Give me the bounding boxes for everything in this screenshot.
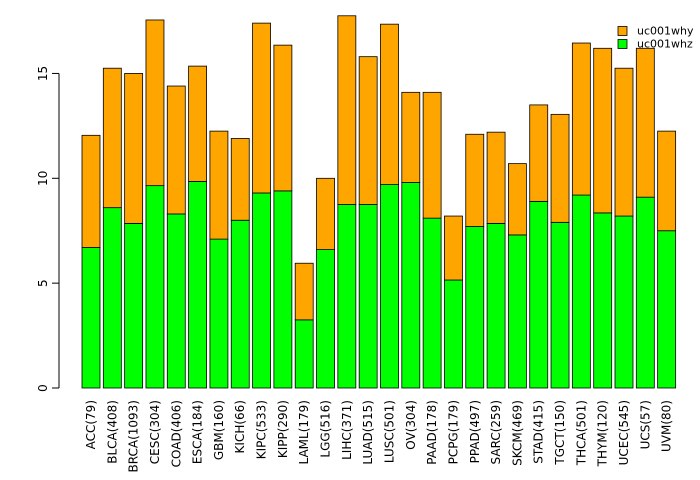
x-tick-label: BRCA(1093) [127, 400, 141, 472]
bar-uc001why-27 [635, 47, 655, 198]
bar-uc001why-3 [124, 73, 144, 224]
bar-uc001why-2 [102, 67, 122, 209]
bar-uc001why-17 [422, 91, 442, 219]
x-tick-label: KIPP(290) [276, 400, 290, 458]
bar-uc001why-4 [145, 19, 165, 187]
x-tick-label: ACC(79) [84, 400, 98, 449]
x-tick-label: KIPC(533) [255, 400, 269, 459]
x-tick-label: STAD(415) [532, 400, 546, 464]
x-tick-label: UCS(57) [638, 400, 652, 449]
bar-uc001why-21 [507, 163, 527, 236]
x-tick-label: COAD(406) [169, 400, 183, 467]
bar-uc001whz-7 [209, 238, 229, 389]
bar-uc001whz-10 [273, 190, 293, 389]
x-tick-label: OV(304) [404, 400, 418, 450]
bar-uc001whz-1 [81, 247, 101, 389]
bar-uc001whz-2 [102, 207, 122, 389]
x-tick-label: PAAD(178) [425, 400, 439, 465]
y-tick-label: 15 [36, 66, 50, 81]
bar-uc001whz-27 [635, 196, 655, 389]
x-tick-label: LGG(516) [319, 400, 333, 458]
x-tick-label: THYM(120) [596, 400, 610, 467]
x-tick-label: LUSC(501) [382, 400, 396, 463]
bar-uc001why-20 [486, 131, 506, 224]
bar-uc001whz-28 [657, 230, 677, 389]
bar-uc001why-19 [465, 133, 485, 227]
x-tick-label: TGCT(150) [553, 400, 567, 466]
bar-uc001why-7 [209, 130, 229, 240]
bar-uc001whz-17 [422, 217, 442, 389]
bar-uc001whz-4 [145, 185, 165, 389]
bar-uc001why-13 [337, 15, 357, 205]
bar-uc001whz-26 [614, 215, 634, 389]
x-tick-label: LAML(179) [297, 400, 311, 464]
bar-uc001whz-6 [188, 181, 208, 389]
bar-uc001whz-5 [166, 213, 186, 389]
x-tick-label: SARC(259) [489, 400, 503, 464]
bar-uc001whz-18 [444, 279, 463, 389]
x-tick-label: UVM(80) [660, 400, 674, 452]
bar-uc001whz-12 [316, 249, 335, 389]
bar-uc001whz-15 [380, 184, 399, 389]
legend-label-uc001why: uc001why [637, 25, 694, 38]
bar-uc001why-15 [380, 23, 399, 185]
bars-group [81, 15, 677, 389]
x-tick-label: GBM(160) [212, 400, 226, 460]
bar-uc001whz-25 [593, 212, 613, 389]
x-tick-label: PCPG(179) [446, 400, 460, 464]
bar-uc001whz-20 [486, 222, 506, 389]
legend-label-uc001whz: uc001whz [637, 38, 693, 51]
bar-uc001why-22 [529, 104, 549, 202]
bar-uc001why-9 [252, 22, 271, 194]
bar-uc001whz-3 [124, 222, 144, 389]
bar-uc001why-14 [358, 56, 378, 205]
bar-uc001whz-21 [507, 234, 527, 389]
x-tick-label: SKCM(469) [510, 400, 524, 466]
bar-uc001why-18 [444, 215, 463, 281]
x-tick-label: PPAD(497) [468, 400, 482, 463]
bar-uc001whz-14 [358, 204, 378, 389]
bar-uc001why-1 [81, 134, 101, 248]
bar-uc001whz-23 [550, 221, 570, 389]
bar-uc001why-23 [550, 113, 570, 223]
x-tick-label: THCA(501) [574, 400, 588, 466]
legend-swatch-uc001whz [617, 39, 628, 49]
bar-uc001why-26 [614, 67, 634, 217]
bar-uc001why-24 [571, 42, 591, 196]
x-tick-label: LUAD(515) [361, 400, 375, 465]
x-tick-label: UCEC(545) [617, 400, 631, 465]
bar-uc001whz-9 [252, 192, 271, 389]
bar-uc001why-16 [401, 91, 421, 183]
bar-uc001why-28 [657, 130, 677, 232]
bar-uc001whz-11 [294, 319, 314, 389]
bar-uc001why-10 [273, 44, 293, 192]
bar-uc001why-8 [230, 138, 250, 221]
x-tick-label: CESC(304) [148, 400, 162, 464]
bar-uc001whz-13 [337, 204, 357, 389]
x-tick-label: ESCA(184) [191, 400, 205, 464]
bar-uc001whz-24 [571, 194, 591, 389]
y-tick-label: 5 [36, 279, 50, 287]
x-tick-label: LIHC(371) [340, 400, 354, 460]
legend-swatch-uc001why [617, 26, 628, 36]
y-tick-label: 10 [36, 171, 50, 186]
bar-uc001why-6 [188, 65, 208, 182]
bar-uc001whz-16 [401, 182, 421, 389]
bar-uc001why-12 [316, 177, 335, 251]
bar-uc001why-25 [593, 47, 613, 214]
x-tick-label: BLCA(408) [105, 400, 119, 464]
bar-uc001whz-22 [529, 200, 549, 389]
bar-uc001why-11 [294, 262, 314, 321]
bar-uc001whz-19 [465, 226, 485, 389]
bar-uc001why-5 [166, 85, 186, 215]
y-axis: 0 5 10 15 [36, 66, 60, 392]
x-tick-label: KICH(66) [233, 400, 247, 453]
y-tick-label: 0 [36, 384, 50, 392]
bar-uc001whz-8 [230, 219, 250, 389]
x-axis-labels: ACC(79) BLCA(408) BRCA(1093) CESC(304) COAD(… [84, 400, 674, 472]
